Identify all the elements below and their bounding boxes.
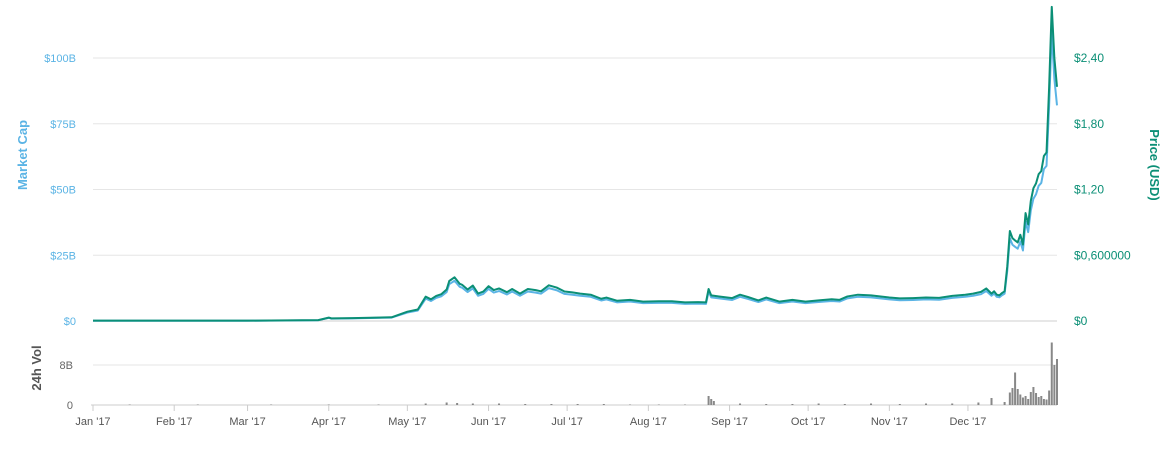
volume-bar: [657, 404, 660, 405]
series-lines: [93, 5, 1058, 322]
volume-bar: [1032, 387, 1035, 405]
x-tick-label: Jun '17: [471, 416, 506, 428]
market-cap-axis-ticks: $0 $25B $50B $75B $100B: [44, 53, 76, 328]
volume-bar: [765, 404, 768, 405]
volume-bar: [1056, 359, 1058, 405]
x-tick-label: Jan '17: [75, 416, 110, 428]
volume-bar: [1035, 393, 1038, 405]
volume-bar: [1042, 399, 1045, 405]
volume-bar: [1040, 396, 1043, 405]
volume-grid-lines: [93, 364, 1057, 406]
volume-bar: [1037, 397, 1040, 405]
volume-axis-label: 24h Vol: [29, 345, 44, 390]
market-cap-tick-label: $0: [64, 316, 76, 328]
volume-bar: [196, 404, 199, 405]
volume-bar: [1045, 399, 1048, 405]
volume-tick-label: 8B: [60, 360, 73, 372]
price-tick-label: $1,80: [1074, 117, 1104, 131]
x-tick-label: Sep '17: [711, 416, 748, 428]
market-cap-line: [93, 30, 1058, 322]
volume-bar: [684, 404, 687, 405]
price-tick-label: $0: [1074, 314, 1088, 328]
market-cap-tick-label: $100B: [44, 53, 76, 65]
volume-bar: [990, 398, 993, 405]
x-tick-label: May '17: [388, 416, 426, 428]
volume-bar: [377, 404, 380, 405]
market-cap-tick-label: $25B: [50, 250, 76, 262]
volume-bar: [424, 403, 427, 405]
volume-bar: [951, 403, 954, 405]
price-tick-label: $1,20: [1074, 183, 1104, 197]
volume-bar: [870, 403, 873, 405]
x-axis-ticks: Jan '17 Feb '17 Mar '17 Apr '17 May '17 Jun '…: [75, 404, 1057, 428]
volume-bar: [712, 401, 715, 405]
volume-bar: [817, 403, 820, 405]
volume-bar: [1053, 365, 1056, 405]
x-tick-label: Dec '17: [949, 416, 986, 428]
x-tick-label: Nov '17: [871, 416, 908, 428]
volume-bar: [843, 404, 846, 405]
x-tick-label: Feb '17: [156, 416, 192, 428]
grid-lines: [93, 57, 1057, 322]
price-axis-label: Price (USD): [1147, 129, 1162, 201]
x-tick-label: Oct '17: [791, 416, 826, 428]
volume-bar: [898, 404, 901, 405]
volume-bar: [739, 403, 742, 405]
volume-bar: [977, 402, 980, 405]
volume-bar: [1024, 396, 1027, 405]
volume-bar: [1050, 342, 1053, 405]
volume-bar: [1019, 394, 1022, 405]
volume-bar: [445, 402, 448, 405]
volume-bar: [1027, 399, 1030, 405]
volume-bar: [270, 404, 273, 405]
price-tick-label: $2,40: [1074, 51, 1104, 65]
x-tick-label: Jul '17: [551, 416, 582, 428]
x-tick-label: Mar '17: [229, 416, 265, 428]
volume-bar: [1016, 389, 1019, 405]
volume-bar: [471, 403, 474, 405]
volume-bar: [1021, 397, 1024, 405]
x-tick-label: Aug '17: [630, 416, 667, 428]
market-cap-tick-label: $75B: [50, 119, 76, 131]
volume-bar: [925, 403, 928, 405]
volume-axis-ticks: 0 8B: [60, 360, 73, 412]
market-cap-axis-label: Market Cap: [15, 120, 30, 190]
volume-bar: [707, 396, 710, 405]
volume-bar: [710, 399, 713, 405]
volume-bar: [327, 404, 330, 405]
volume-bar: [1011, 388, 1014, 405]
volume-tick-label: 0: [67, 400, 73, 412]
volume-bar: [1048, 390, 1051, 405]
price-tick-label: $0,600000: [1074, 248, 1131, 262]
x-tick-label: Apr '17: [312, 416, 347, 428]
volume-bar: [1003, 402, 1006, 405]
volume-bar: [128, 404, 131, 405]
price-line: [93, 5, 1058, 322]
volume-bar: [1029, 392, 1032, 405]
volume-bar: [791, 404, 794, 405]
volume-bar: [1008, 392, 1011, 405]
volume-bar: [576, 404, 579, 405]
volume-bar: [1014, 372, 1017, 405]
volume-bar: [629, 404, 632, 405]
volume-bar: [524, 404, 527, 405]
volume-bar: [602, 404, 605, 405]
price-axis-ticks: $0 $0,600000 $1,20 $1,80 $2,40: [1074, 51, 1131, 328]
market-cap-tick-label: $50B: [50, 185, 76, 197]
volume-bars: [128, 342, 1058, 405]
volume-bar: [456, 403, 459, 405]
volume-bar: [550, 404, 553, 405]
volume-bar: [498, 403, 501, 405]
